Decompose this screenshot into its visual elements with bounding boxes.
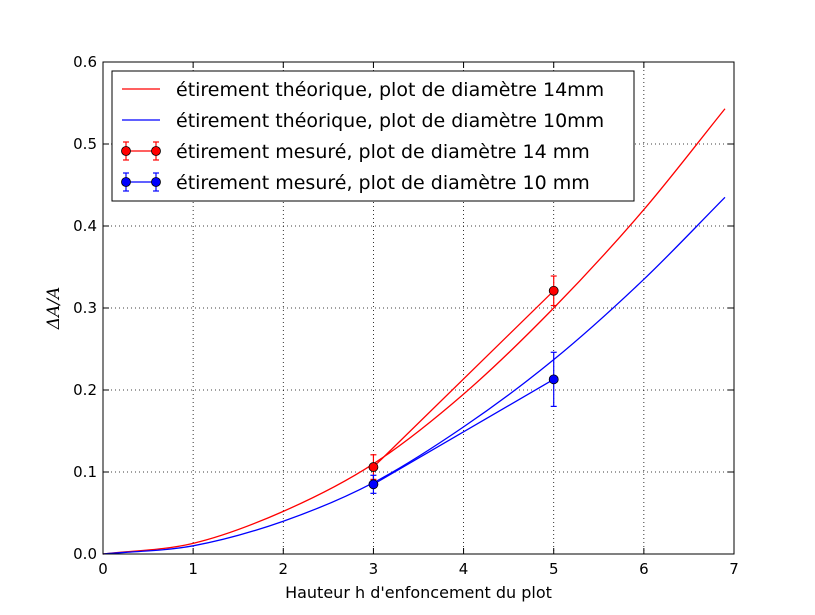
series-line [373, 378, 555, 485]
legend-label: étirement mesuré, plot de diamètre 10 mm [176, 172, 590, 194]
series-line [102, 108, 726, 555]
legend-entry: étirement mesuré, plot de diamètre 10 mm [121, 172, 590, 194]
x-tick-label: 0 [98, 560, 108, 578]
series-line [102, 196, 726, 555]
legend-label: étirement théorique, plot de diamètre 14… [176, 79, 604, 101]
x-tick-label: 3 [369, 560, 379, 578]
series-3 [368, 275, 559, 480]
legend-entry: étirement théorique, plot de diamètre 14… [122, 79, 604, 101]
x-tick-label: 5 [549, 560, 559, 578]
y-tick-label: 0.5 [73, 135, 97, 153]
legend-marker [151, 146, 161, 156]
data-point [368, 479, 379, 490]
x-tick-label: 1 [188, 560, 198, 578]
y-axis-label: ΔA/A [44, 287, 64, 331]
y-tick-label: 0.1 [73, 463, 97, 481]
data-point [368, 462, 379, 472]
x-tick-label: 6 [639, 560, 649, 578]
legend-marker [121, 177, 131, 187]
ticks: 0 1 2 3 4 5 6 7 0.0 0.1 0.2 0.3 0.4 0.5 0.6 [73, 53, 739, 578]
legend: étirement théorique, plot de diamètre 14… [111, 70, 635, 202]
data-point [548, 374, 559, 385]
legend-marker [121, 146, 131, 156]
series-2 [102, 196, 726, 555]
y-tick-label: 0.6 [73, 53, 97, 71]
legend-marker [151, 177, 161, 187]
series-layer [102, 108, 726, 555]
y-tick-label: 0.2 [73, 381, 97, 399]
y-tick-label: 0.0 [73, 545, 97, 563]
y-tick-label: 0.4 [73, 217, 97, 235]
legend-label: étirement mesuré, plot de diamètre 14 mm [176, 141, 590, 163]
series-line [372, 290, 555, 468]
data-point [548, 285, 559, 296]
legend-entry: étirement mesuré, plot de diamètre 14 mm [121, 141, 590, 163]
x-axis-label: Hauteur h d'enfoncement du plot [285, 583, 552, 602]
x-tick-label: 4 [459, 560, 469, 578]
x-tick-label: 7 [729, 560, 739, 578]
y-tick-label: 0.3 [73, 299, 97, 317]
legend-label: étirement théorique, plot de diamètre 10… [176, 110, 604, 132]
series-4 [368, 351, 559, 494]
legend-box [111, 70, 635, 202]
x-tick-label: 2 [279, 560, 289, 578]
legend-entry: étirement théorique, plot de diamètre 10… [122, 110, 604, 132]
series-1 [102, 108, 726, 555]
